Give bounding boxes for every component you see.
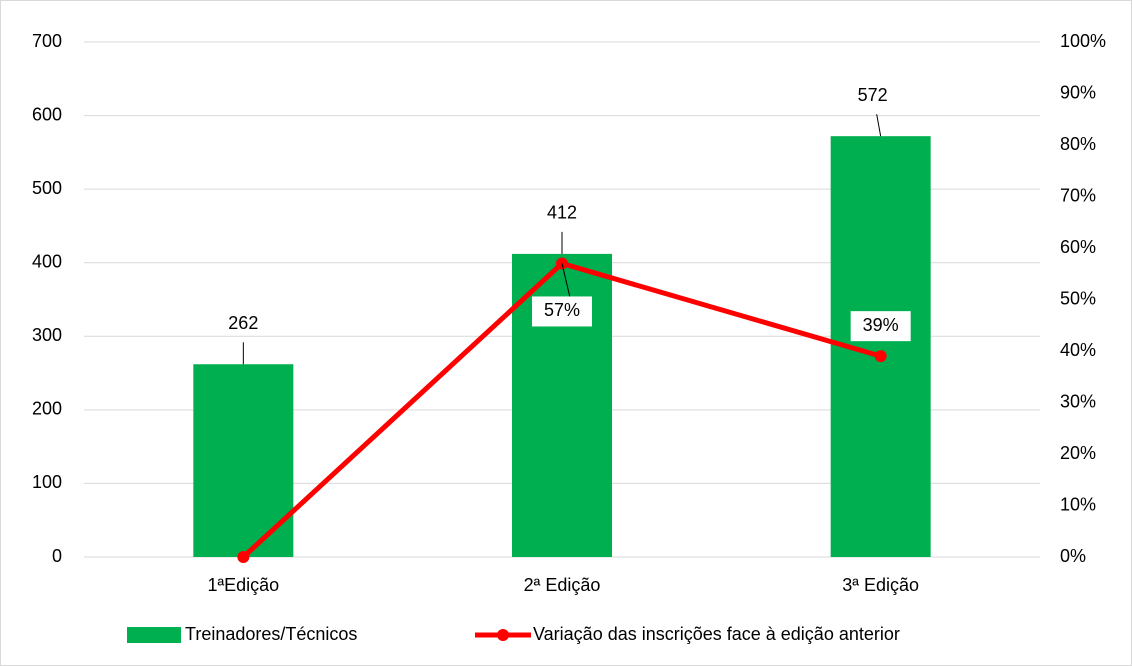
x-tick-label: 3ª Edição bbox=[842, 575, 919, 595]
y-tick-label: 400 bbox=[32, 251, 62, 271]
y2-tick-label: 80% bbox=[1060, 134, 1096, 154]
y-tick-label: 200 bbox=[32, 399, 62, 419]
bar-value-label: 262 bbox=[228, 313, 258, 333]
y2-tick-label: 60% bbox=[1060, 237, 1096, 257]
label-box bbox=[850, 311, 911, 342]
y2-tick-label: 50% bbox=[1060, 288, 1096, 308]
y-tick-label: 500 bbox=[32, 178, 62, 198]
y-tick-label: 300 bbox=[32, 325, 62, 345]
y2-tick-label: 0% bbox=[1060, 546, 1086, 566]
y-tick-label: 0 bbox=[52, 546, 62, 566]
bar-value-label: 412 bbox=[547, 203, 577, 223]
y2-tick-label: 90% bbox=[1060, 82, 1096, 102]
y2-tick-label: 30% bbox=[1060, 391, 1096, 411]
x-tick-label: 1ªEdição bbox=[207, 575, 279, 595]
y-tick-label: 600 bbox=[32, 104, 62, 124]
label-box bbox=[532, 296, 592, 327]
line-marker bbox=[874, 350, 887, 363]
y2-tick-label: 10% bbox=[1060, 494, 1096, 514]
y2-tick-label: 100% bbox=[1060, 31, 1106, 51]
y2-tick-label: 20% bbox=[1060, 443, 1096, 463]
y2-tick-label: 70% bbox=[1060, 185, 1096, 205]
x-tick-label: 2ª Edição bbox=[524, 575, 601, 595]
line-value-label: 57% bbox=[544, 300, 580, 320]
line-marker bbox=[237, 551, 250, 563]
legend-label: Variação das inscrições face à edição an… bbox=[533, 624, 900, 644]
legend-marker bbox=[497, 629, 509, 641]
y-tick-label: 100 bbox=[32, 472, 62, 492]
y-tick-label: 700 bbox=[32, 31, 62, 51]
leader-line bbox=[876, 114, 882, 137]
bar-value-label: 572 bbox=[858, 85, 888, 105]
legend-swatch bbox=[127, 627, 181, 643]
legend-label: Treinadores/Técnicos bbox=[185, 624, 357, 644]
leader-line bbox=[561, 263, 571, 298]
y2-tick-label: 40% bbox=[1060, 340, 1096, 360]
line-value-label: 39% bbox=[863, 315, 899, 335]
